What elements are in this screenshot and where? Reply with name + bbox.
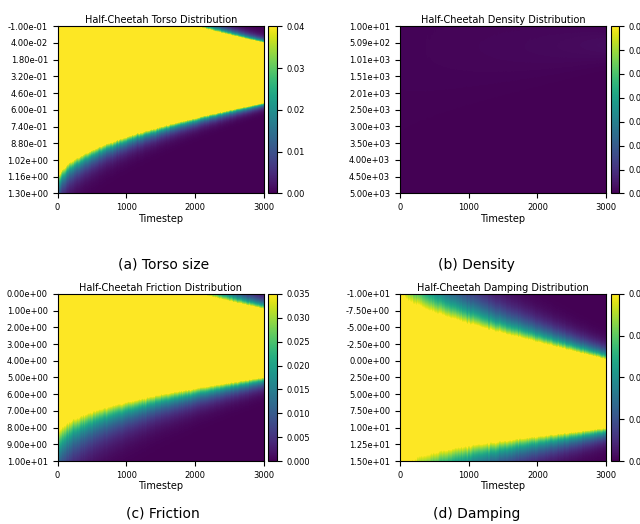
Text: (a) Torso size: (a) Torso size: [118, 258, 209, 271]
Title: Half-Cheetah Torso Distribution: Half-Cheetah Torso Distribution: [84, 15, 237, 26]
X-axis label: Timestep: Timestep: [481, 481, 525, 491]
Title: Half-Cheetah Damping Distribution: Half-Cheetah Damping Distribution: [417, 283, 589, 293]
X-axis label: Timestep: Timestep: [138, 214, 183, 224]
X-axis label: Timestep: Timestep: [138, 481, 183, 491]
Text: (c) Friction: (c) Friction: [126, 507, 200, 520]
Title: Half-Cheetah Friction Distribution: Half-Cheetah Friction Distribution: [79, 283, 243, 293]
Title: Half-Cheetah Density Distribution: Half-Cheetah Density Distribution: [420, 15, 586, 26]
X-axis label: Timestep: Timestep: [481, 214, 525, 224]
Text: (b) Density: (b) Density: [438, 258, 515, 271]
Text: (d) Damping: (d) Damping: [433, 507, 520, 520]
